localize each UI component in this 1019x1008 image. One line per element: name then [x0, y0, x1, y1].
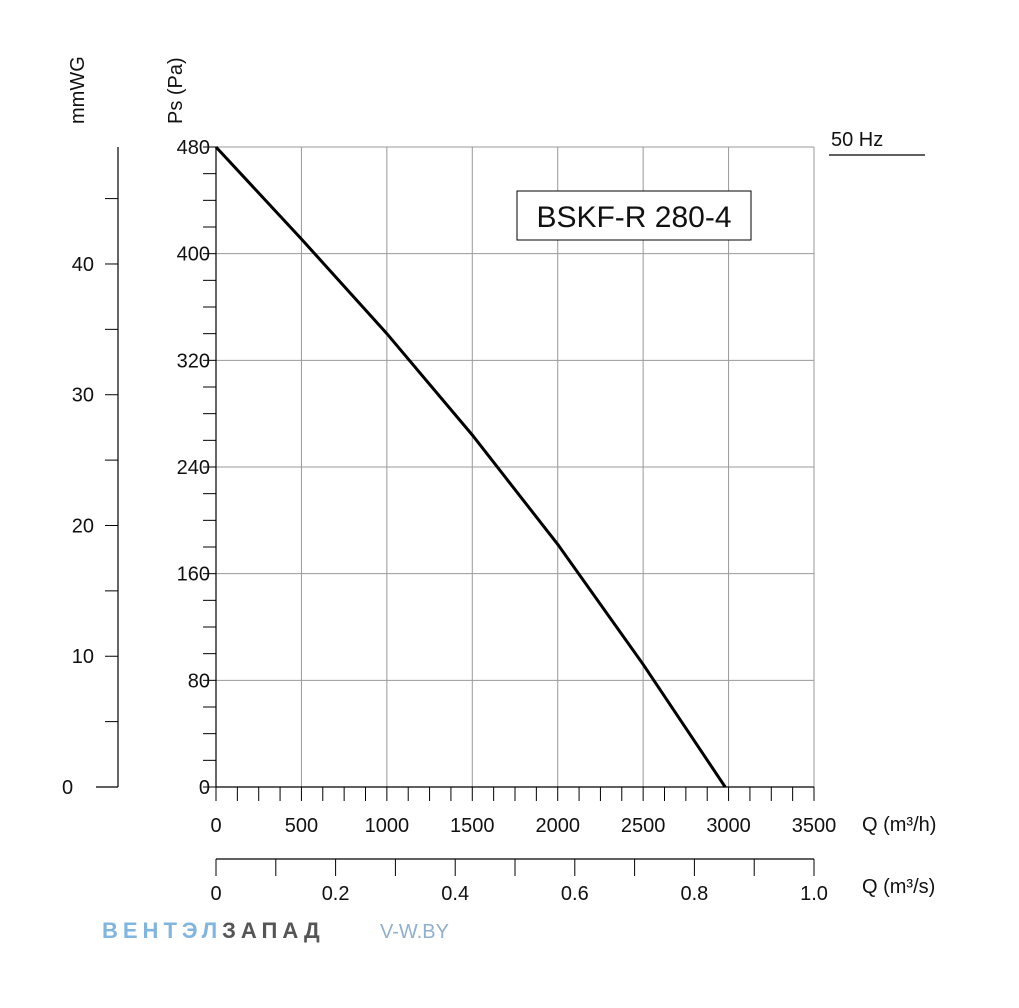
x-tick-label: 500	[285, 815, 318, 837]
secondary-x-tick-label: 0.8	[680, 883, 708, 905]
x-tick-label: 3500	[792, 815, 837, 837]
x-tick-label: 0	[210, 815, 221, 837]
secondary-x-tick-label: 0.6	[561, 883, 589, 905]
x-tick-label: 2500	[621, 815, 666, 837]
x-axis-title: Q (m³/h)	[862, 814, 936, 836]
x-tick-label: 1500	[450, 815, 495, 837]
y-tick-label: 320	[177, 350, 210, 372]
secondary-y-tick-label: 0	[62, 777, 73, 799]
y-axis-title: Ps (Pa)	[165, 57, 187, 124]
model-label-box	[516, 190, 752, 241]
brand-part-1: ВЕНТЭЛ	[102, 918, 222, 943]
x-tick-label: 2000	[535, 815, 580, 837]
secondary-y-tick-label: 30	[72, 385, 94, 407]
secondary-y-tick-label: 20	[72, 515, 94, 537]
model-label: BSKF-R 280-4	[536, 201, 731, 234]
secondary-y-tick-label: 40	[72, 254, 94, 276]
grid-lines	[215, 146, 815, 788]
brand-logo: ВЕНТЭЛЗАПАД	[102, 918, 325, 943]
x-tick-label: 3000	[706, 815, 751, 837]
brand-site: V-W.BY	[380, 921, 449, 943]
secondary-x-tick-label: 1.0	[800, 883, 828, 905]
x-tick-label: 1000	[365, 815, 410, 837]
y-tick-label: 400	[177, 244, 210, 266]
secondary-x-axis-title: Q (m³/s)	[862, 876, 935, 898]
secondary-x-tick-label: 0	[210, 883, 221, 905]
y-tick-label: 0	[199, 777, 210, 799]
performance-curve-50hz	[214, 145, 727, 788]
frequency-legend-label: 50 Hz	[831, 129, 883, 151]
y-tick-label: 240	[177, 457, 210, 479]
secondary-x-tick-label: 0.2	[322, 883, 350, 905]
y-tick-label: 160	[177, 564, 210, 586]
y-tick-label: 80	[188, 670, 210, 692]
secondary-y-tick-label: 10	[72, 646, 94, 668]
brand-part-2: ЗАПАД	[222, 918, 325, 943]
axis-ticks	[105, 146, 815, 876]
y-tick-label: 480	[177, 137, 210, 159]
secondary-y-axis-title: mmWG	[67, 56, 89, 124]
secondary-x-tick-label: 0.4	[441, 883, 469, 905]
